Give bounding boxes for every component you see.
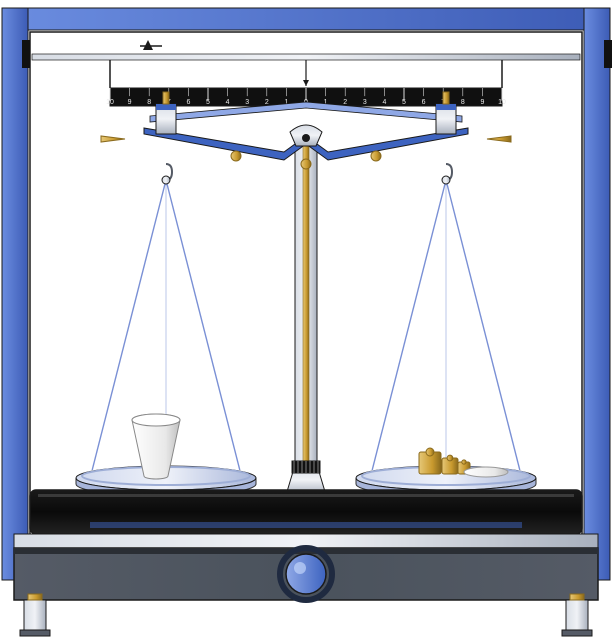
arrest-knob[interactable] — [286, 554, 326, 594]
ruler-tick-label: 2 — [265, 99, 269, 106]
ruler-tick-label: 10 — [498, 99, 506, 106]
leveling-foot-right[interactable] — [566, 600, 588, 630]
ruler-tick-label: 2 — [343, 99, 347, 106]
foot-screw-icon — [28, 594, 42, 600]
slab-highlight — [90, 522, 522, 528]
ruler-tick-label: 6 — [422, 99, 426, 106]
pan-right — [356, 164, 536, 496]
ruler-tick-label: 8 — [461, 99, 465, 106]
center-column-core — [303, 142, 309, 495]
ruler-tick-label: 9 — [480, 99, 484, 106]
frame-pillar-left — [2, 8, 28, 580]
weight-dish — [464, 467, 508, 477]
brass-nut-icon — [371, 151, 381, 161]
frame-top-bar — [3, 8, 609, 30]
pillar-cap-right — [604, 40, 612, 68]
ruler-tick-label: 3 — [363, 99, 367, 106]
adjust-screw-icon — [163, 92, 169, 104]
ruler-tick-label: 5 — [206, 99, 210, 106]
ruler-tick-label: 4 — [382, 99, 386, 106]
side-pointer-right — [487, 136, 511, 142]
foot-screw-icon — [570, 594, 584, 600]
brass-nut-icon — [301, 159, 311, 169]
ruler-tick-label: 6 — [186, 99, 190, 106]
ruler-tick-label: 5 — [402, 99, 406, 106]
ruler-tick-label: 3 — [245, 99, 249, 106]
pillar-cap-left — [22, 40, 30, 68]
ruler-tick-label: 9 — [128, 99, 132, 106]
analytical-balance-diagram: 10987654321012345678910 — [0, 0, 612, 640]
ruler-tick-label: 10 — [106, 99, 114, 106]
leveling-foot-left[interactable] — [24, 600, 46, 630]
ruler-tick-label: 8 — [147, 99, 151, 106]
rider-arrow-icon — [143, 40, 153, 50]
adjust-screw-icon — [443, 92, 449, 104]
frame-pillar-right — [584, 8, 610, 580]
side-pointer-left — [101, 136, 125, 142]
slab-top-edge — [38, 494, 574, 497]
top-rod — [32, 54, 580, 60]
ruler-tick-label: 4 — [226, 99, 230, 106]
brass-nut-icon — [231, 151, 241, 161]
